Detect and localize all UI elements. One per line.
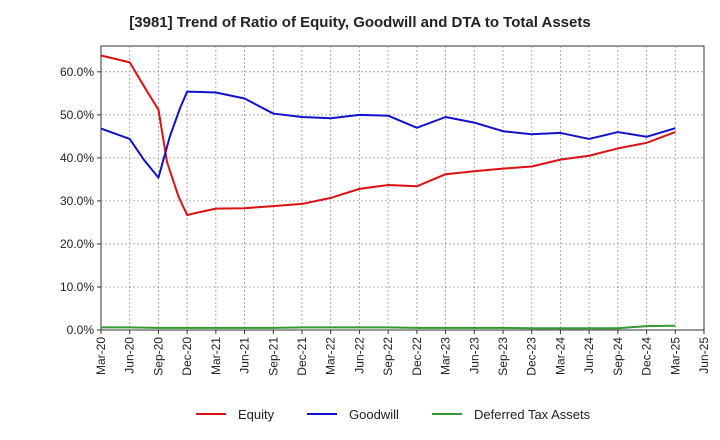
legend-label: Equity <box>238 407 275 422</box>
y-tick-label: 40.0% <box>60 151 94 165</box>
x-tick-label: Jun-23 <box>467 337 481 374</box>
x-tick-label: Mar-21 <box>209 337 223 375</box>
legend-label: Deferred Tax Assets <box>474 407 591 422</box>
chart-title: [3981] Trend of Ratio of Equity, Goodwil… <box>129 14 591 31</box>
x-tick-label: Dec-20 <box>180 337 194 376</box>
legend-label: Goodwill <box>349 407 399 422</box>
series-line-deferred-tax-assets <box>101 324 676 330</box>
series-line-goodwill <box>100 90 676 179</box>
x-tick-label: Dec-23 <box>525 337 539 376</box>
x-tick-label: Mar-22 <box>324 337 338 375</box>
x-tick-label: Dec-24 <box>640 337 654 376</box>
y-tick-label: 30.0% <box>60 194 94 208</box>
x-tick-label: Mar-25 <box>668 337 682 375</box>
x-tick-label: Jun-21 <box>238 337 252 374</box>
x-tick-label: Jun-24 <box>582 337 596 374</box>
x-tick-label: Sep-24 <box>611 337 625 376</box>
x-tick-label: Sep-20 <box>151 337 165 376</box>
y-tick-label: 0.0% <box>67 323 95 337</box>
x-tick-label: Mar-23 <box>439 337 453 375</box>
y-tick-label: 50.0% <box>60 108 94 122</box>
y-tick-label: 20.0% <box>60 237 94 251</box>
y-tick-label: 10.0% <box>60 280 94 294</box>
x-tick-label: Sep-22 <box>381 337 395 376</box>
plot-area <box>100 45 705 331</box>
x-tick-label: Mar-24 <box>553 337 567 375</box>
x-tick-label: Dec-21 <box>295 337 309 376</box>
x-tick-label: Jun-22 <box>352 337 366 374</box>
x-tick-label: Jun-20 <box>123 337 137 374</box>
x-tick-label: Dec-22 <box>410 337 424 376</box>
series-line-equity <box>100 54 676 217</box>
x-tick-label: Jun-25 <box>697 337 711 374</box>
x-tick-label: Sep-23 <box>496 337 510 376</box>
y-tick-label: 60.0% <box>60 65 94 79</box>
x-tick-label: Mar-20 <box>94 337 108 375</box>
x-tick-label: Sep-21 <box>266 337 280 376</box>
